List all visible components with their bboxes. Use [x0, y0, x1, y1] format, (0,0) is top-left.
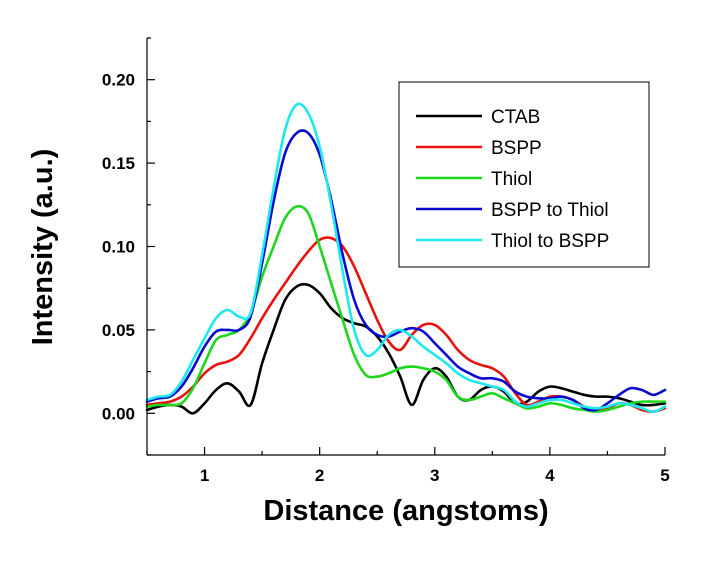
legend-items: CTAB BSPP Thiol BSPP to Thiol Thiol to BSPP [416, 107, 609, 252]
x-tick-label: 1 [200, 466, 209, 485]
legend-label: BSPP to Thiol [491, 200, 609, 221]
legend-label: Thiol [491, 169, 532, 190]
y-axis-title: Intensity (a.u.) [27, 149, 59, 346]
series-line-thiol-to-bspp [145, 102, 667, 413]
x-ticks: 1 2 3 4 5 [146, 447, 670, 485]
x-tick-label: 5 [660, 466, 669, 485]
legend-label: BSPP [491, 138, 542, 159]
y-tick-label: 0.00 [102, 404, 135, 423]
series-line-ctab [145, 282, 667, 415]
x-axis-title: Distance (angstoms) [263, 495, 548, 527]
legend: CTAB BSPP Thiol BSPP to Thiol Thiol to BSPP [398, 81, 650, 268]
y-ticks: 0.00 0.05 0.10 0.15 0.20 [102, 37, 155, 456]
y-tick-label: 0.15 [102, 154, 135, 173]
x-tick-label: 4 [545, 466, 555, 485]
x-tick-label: 2 [315, 466, 324, 485]
x-tick-label: 3 [430, 466, 439, 485]
legend-label: Thiol to BSPP [491, 231, 609, 252]
y-tick-label: 0.20 [102, 71, 135, 90]
legend-label: CTAB [491, 107, 540, 128]
y-tick-label: 0.05 [102, 321, 135, 340]
plot-lines [145, 102, 667, 415]
series-line-thiol [145, 204, 667, 413]
y-tick-label: 0.10 [102, 238, 135, 257]
legend-box [398, 81, 650, 268]
